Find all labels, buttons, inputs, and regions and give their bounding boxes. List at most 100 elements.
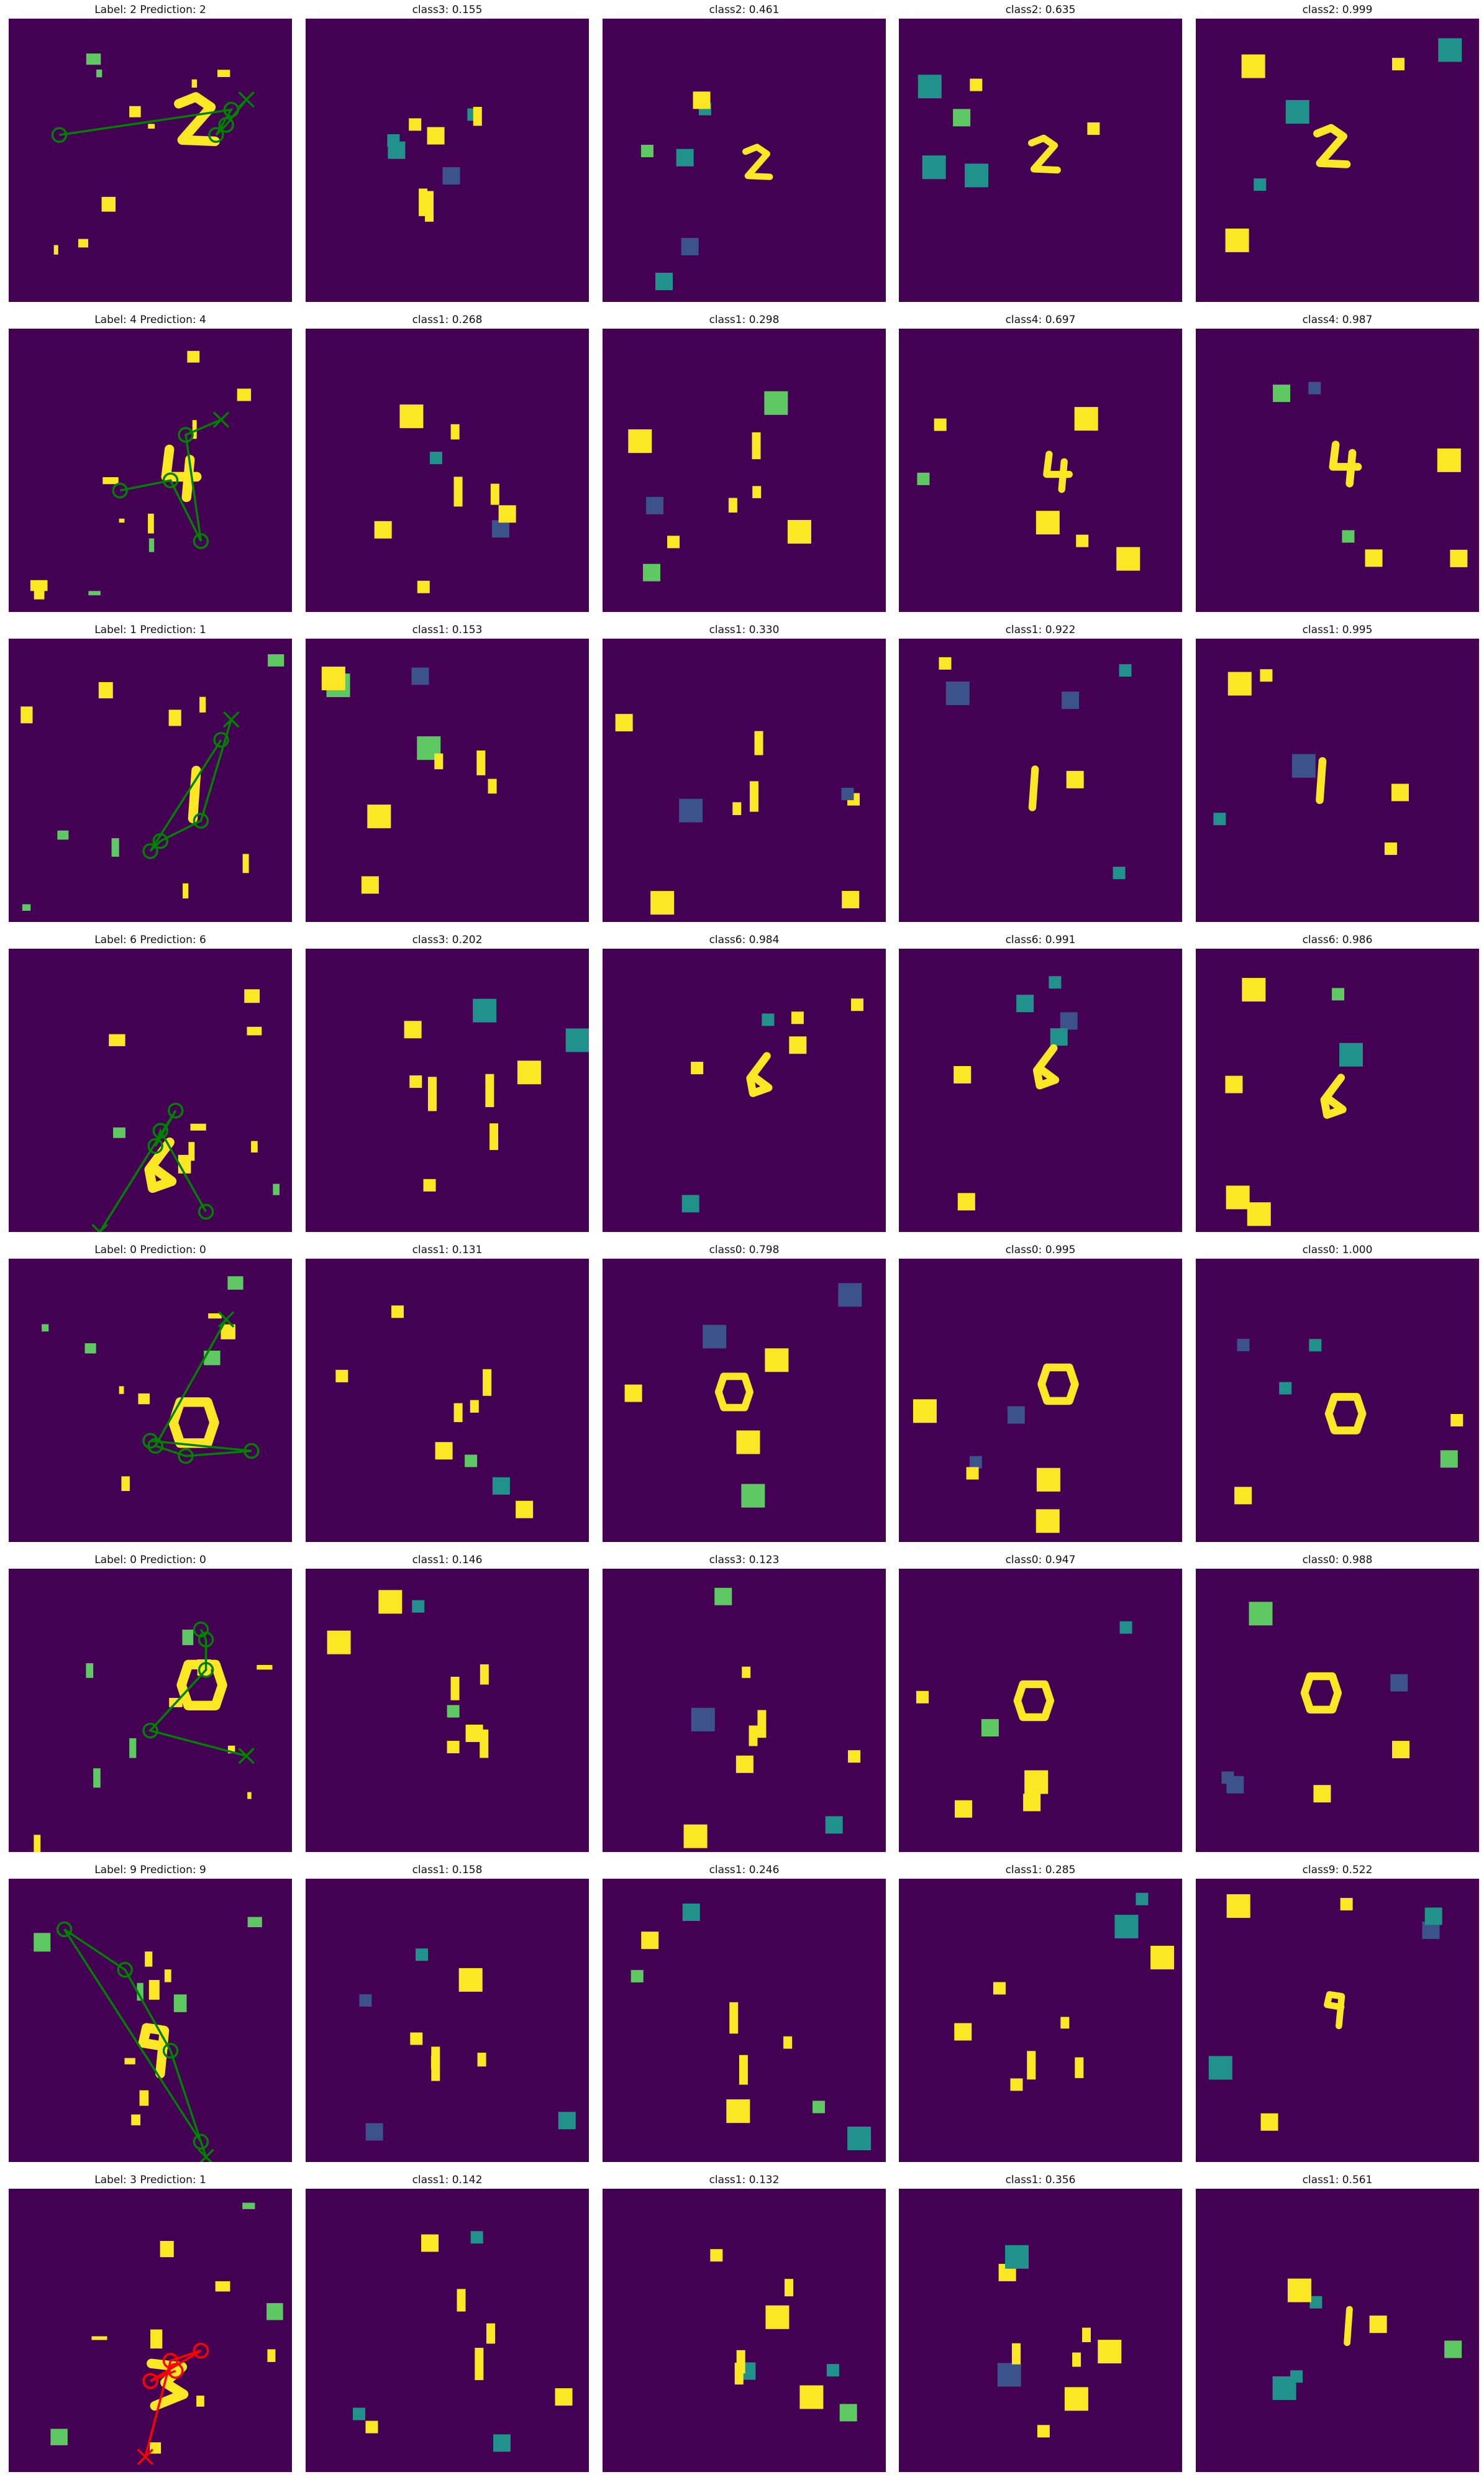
row-7-glimpse-1-block-5 [839,2404,857,2422]
row-4-path-point-1 [147,1438,163,1454]
row-0-glimpse-3-digit-stroke-0 [1313,124,1351,168]
row-5-clutter-4 [86,1663,94,1678]
row-1-glimpse-1-fragment-0 [728,498,737,513]
row-1-glimpse-1-block-0 [764,391,788,415]
row-6-glimpse-3-block-4 [1260,2113,1278,2131]
row-4-glimpse-2-block-2 [1007,1406,1025,1424]
row-0-glimpse-2-image [899,19,1182,302]
row-6-glimpse-3-title: class9: 0.522 [1302,1864,1373,1876]
row-1-clutter-9 [30,580,48,591]
row-6-glimpse-2-block-4 [993,1982,1006,1995]
row-6-glimpse-1-image [603,1879,886,2162]
row-7-glimpse-2-block-0 [1037,2425,1050,2438]
row-7-glimpse-0-block-4 [470,2231,483,2244]
row-2-path-start-marker [223,711,240,728]
row-5-glimpse-0-fragment-0 [480,1729,489,1758]
row-3-path-point-1 [167,1102,184,1119]
row-5-input-title: Label: 0 Prediction: 0 [94,1554,206,1566]
row-5-glimpse-3-title: class0: 0.988 [1302,1554,1373,1566]
row-3-glimpse-2-block-5 [1016,995,1034,1013]
row-1-glimpse-0-title: class1: 0.268 [412,314,483,326]
row-4-glimpse-0-block-0 [492,1477,510,1495]
row-5-glimpse-2-image [899,1569,1182,1852]
row-5-glimpse-2-block-3 [1024,1770,1049,1794]
row-7-input-image [9,2189,292,2472]
row-4-glimpse-0-fragment-2 [470,1400,479,1413]
row-6-glimpse-1-fragment-0 [783,2036,793,2049]
row-3-clutter-9 [244,989,260,1003]
row-4-glimpse-0-block-3 [335,1369,348,1382]
row-2-glimpse-2-block-0 [1119,664,1132,677]
row-3-glimpse-3-title: class6: 0.986 [1302,934,1373,946]
row-3-glimpse-3-block-1 [1247,1202,1271,1226]
row-6-glimpse-3-block-0 [1226,1894,1250,1918]
row-2-glimpse-3-title: class1: 0.995 [1302,624,1373,636]
row-4-glimpse-2-title: class0: 0.995 [1005,1244,1076,1256]
row-2-glimpse-1-block-5 [841,787,854,800]
row-2-glimpse-1-title: class1: 0.330 [709,624,780,636]
row-3-input-title: Label: 6 Prediction: 6 [94,934,206,946]
row-5-glimpse-3-block-0 [1392,1741,1410,1759]
row-5-glimpse-3-block-5 [1390,1674,1408,1692]
row-1-clutter-1 [237,388,252,401]
row-0-glimpse-0-block-4 [388,141,406,159]
row-5-glimpse-0-title: class1: 0.146 [412,1554,483,1566]
row-0-glimpse-2-block-2 [970,78,983,91]
row-3-glimpse-2-block-4 [957,1193,975,1211]
row-2-glimpse-0-block-5 [367,805,391,829]
row-2-glimpse-1-fragment-2 [732,802,742,815]
row-6-glimpse-1-block-2 [630,1969,644,1982]
row-6-digit-stroke-0 [138,2023,170,2079]
row-2-clutter-1 [111,838,119,857]
row-7-glimpse-1-block-1 [799,2385,824,2409]
row-2-path-point-4 [213,732,229,748]
row-2-clutter-4 [242,854,249,874]
row-4-glimpse-0-fragment-1 [483,1369,492,1396]
row-4-glimpse-path [150,1318,252,1457]
row-0-glimpse-3-block-3 [1254,178,1267,191]
row-5-glimpse-2-digit-stroke-0 [1013,1680,1055,1722]
row-2-glimpse-3-svg [1213,669,1409,855]
row-4-glimpse-3-image [1196,1259,1479,1542]
row-5-clutter-7 [93,1768,101,1788]
row-3-glimpse-0-block-2 [517,1061,541,1085]
row-4-path-start-marker [217,1311,235,1328]
row-7-glimpse-3-svg [1272,2278,1462,2401]
row-6-glimpse-2-block-5 [1114,1915,1139,1939]
row-4-glimpse-2-svg [913,1363,1079,1533]
row-0-glimpse-0-fragment-2 [473,107,482,126]
row-4-glimpse-0-block-4 [435,1442,453,1460]
row-7-glimpse-0-image [306,2189,589,2472]
row-1-glimpse-2-block-4 [934,418,947,431]
row-4-input-title: Label: 0 Prediction: 0 [94,1244,206,1256]
row-4-clutter-4 [138,1393,150,1405]
row-3-glimpse-1-svg [681,998,864,1213]
row-5-glimpse-1-title: class3: 0.123 [709,1554,780,1566]
row-5-glimpse-1-block-4 [714,1587,732,1605]
row-3-glimpse-0-block-0 [409,1075,422,1088]
row-2-glimpse-0-block-4 [411,667,429,685]
row-1-input-svg [30,350,252,600]
row-2-glimpse-3-image [1196,639,1479,922]
row-6-glimpse-1-fragment-1 [739,2055,748,2085]
row-1-glimpse-3-block-4 [1450,549,1468,567]
row-2-path-point-3 [142,843,158,859]
row-2-glimpse-3-block-0 [1391,783,1409,801]
row-6-clutter-4 [34,1933,51,1952]
row-7-glimpse-0-fragment-1 [475,2348,484,2380]
row-7-clutter-5 [50,2429,68,2445]
row-6-glimpse-0-fragment-1 [477,2052,486,2067]
row-3-glimpse-0-block-4 [423,1179,436,1192]
row-1-glimpse-3-block-2 [1437,448,1461,472]
row-2-clutter-2 [57,830,69,840]
row-0-clutter-6 [101,196,116,212]
row-0-path-point-4 [51,127,68,144]
row-2-input-svg [20,654,285,911]
row-6-path-start-marker [198,2148,214,2162]
row-4-glimpse-1-block-1 [838,1283,862,1307]
row-7-glimpse-0-block-0 [493,2434,511,2452]
row-1-clutter-8 [187,350,200,363]
row-0-glimpse-3-svg [1225,38,1462,252]
row-4-glimpse-3-block-0 [1309,1339,1322,1352]
row-6-glimpse-2-fragment-0 [1060,2017,1070,2029]
